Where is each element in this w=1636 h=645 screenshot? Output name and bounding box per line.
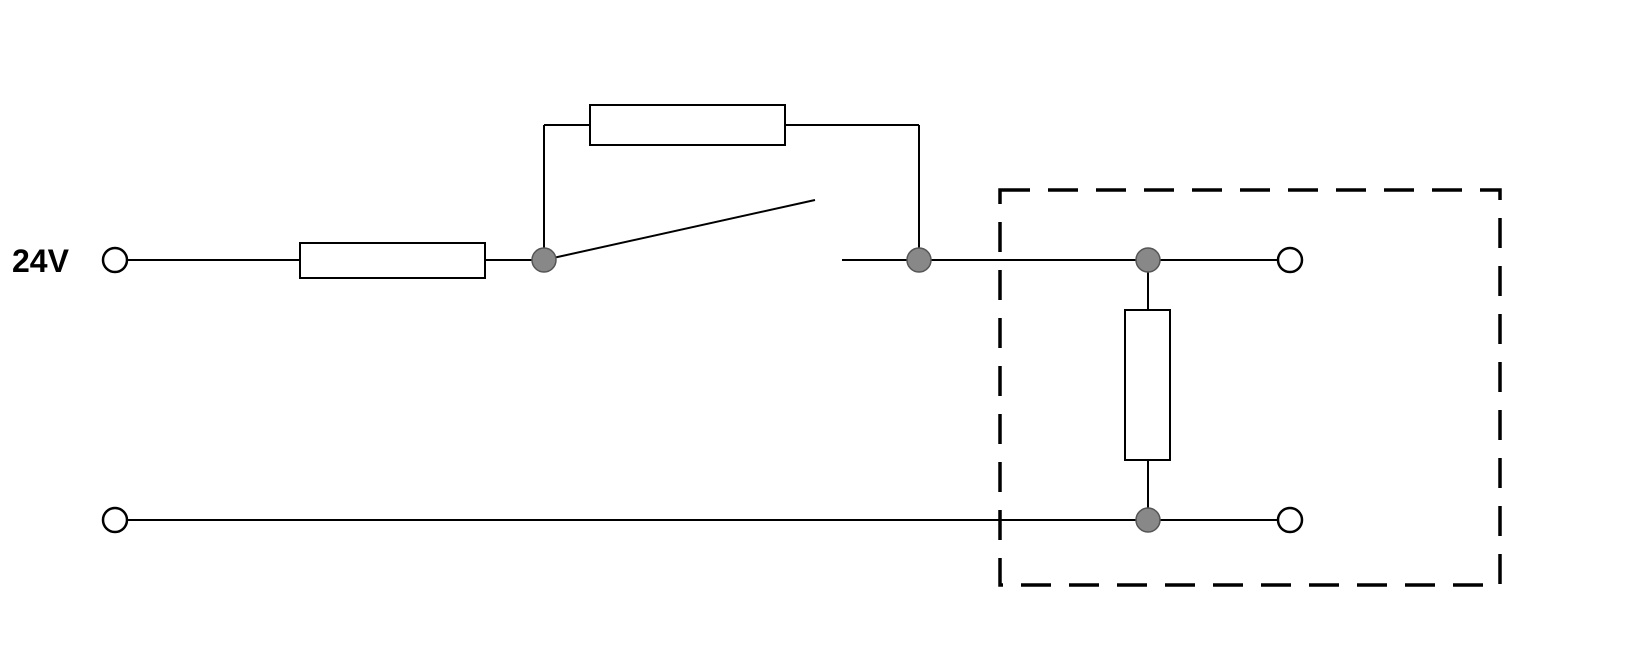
svg-text:24V: 24V (12, 243, 70, 279)
